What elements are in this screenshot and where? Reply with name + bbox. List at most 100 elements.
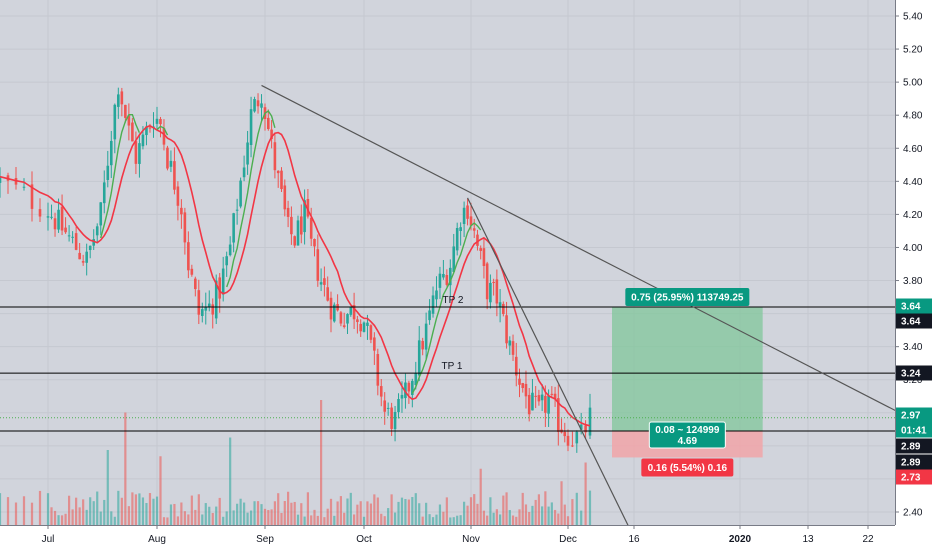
volume-bar bbox=[148, 493, 152, 525]
candle bbox=[64, 217, 67, 234]
volume-bar bbox=[218, 497, 221, 525]
candle bbox=[421, 337, 424, 356]
candle bbox=[296, 215, 300, 246]
volume-bar bbox=[521, 492, 524, 525]
volume-bar bbox=[343, 512, 346, 525]
candle-body bbox=[352, 304, 356, 320]
candle bbox=[253, 96, 256, 113]
candle bbox=[390, 402, 393, 436]
candle-body bbox=[333, 304, 336, 322]
candle-body bbox=[527, 394, 531, 415]
volume-bar bbox=[518, 509, 521, 525]
candle bbox=[290, 206, 293, 245]
trend-line[interactable] bbox=[467, 197, 631, 529]
volume-bar bbox=[277, 493, 280, 525]
volume-bar bbox=[222, 516, 225, 525]
candle-body bbox=[379, 386, 383, 397]
candle-body bbox=[232, 213, 235, 243]
candle-body bbox=[242, 167, 246, 178]
volume-bar bbox=[333, 515, 336, 525]
candle-body bbox=[74, 233, 78, 250]
candle bbox=[239, 177, 242, 209]
candle bbox=[414, 361, 418, 390]
volume-bar bbox=[303, 516, 306, 525]
candle bbox=[462, 201, 466, 238]
candle bbox=[346, 313, 349, 335]
candle-body bbox=[584, 425, 587, 433]
volume-bar bbox=[435, 514, 438, 525]
candle-body bbox=[508, 340, 512, 346]
candle-body bbox=[588, 407, 592, 436]
position-layer[interactable] bbox=[612, 306, 763, 458]
moving-average-slow-line bbox=[0, 124, 591, 427]
candle-body bbox=[162, 128, 166, 145]
candle bbox=[521, 382, 525, 393]
volume-bar bbox=[438, 504, 442, 525]
position-center-badge-top: 0.08 ~ 124999 bbox=[655, 425, 720, 436]
x-axis-tick-label: Jul bbox=[42, 534, 55, 545]
x-axis[interactable]: Jul Aug Sep Oct Nov Dec 16 2020 13 22 bbox=[0, 525, 932, 550]
candle bbox=[197, 279, 201, 325]
volume-bar bbox=[110, 511, 113, 525]
volume-bar bbox=[131, 492, 134, 525]
candle-body bbox=[482, 248, 486, 267]
volume-bar bbox=[547, 506, 550, 525]
volume-bar bbox=[208, 506, 211, 525]
volume-bar bbox=[197, 494, 200, 525]
price-tag: 2.89 bbox=[896, 454, 932, 470]
candle-body bbox=[498, 302, 502, 308]
candle-body bbox=[390, 407, 393, 429]
candle-body bbox=[373, 337, 376, 351]
candle-body bbox=[239, 180, 242, 207]
candle-body bbox=[197, 290, 201, 315]
candle-body bbox=[309, 217, 313, 239]
candle bbox=[373, 332, 376, 365]
candle-body bbox=[553, 393, 557, 400]
candle bbox=[124, 104, 127, 123]
candle bbox=[286, 200, 290, 228]
candle bbox=[431, 286, 435, 318]
candle-body bbox=[280, 170, 283, 190]
candle bbox=[575, 430, 579, 453]
candle-body bbox=[563, 431, 567, 437]
candle bbox=[479, 245, 482, 260]
volume-bar bbox=[78, 507, 81, 525]
drawing-lines-layer[interactable] bbox=[0, 84, 926, 529]
volume-bar bbox=[473, 494, 476, 525]
moving-average-fast-line bbox=[226, 110, 276, 288]
candle-body bbox=[113, 104, 117, 140]
candle-body bbox=[190, 268, 194, 275]
candle bbox=[225, 251, 228, 277]
volume-bar bbox=[162, 517, 166, 525]
candle bbox=[349, 306, 353, 317]
candle-body bbox=[0, 176, 2, 183]
candle bbox=[448, 259, 452, 297]
candle-body bbox=[313, 239, 316, 247]
price-tag: 01:41 bbox=[896, 422, 932, 438]
target-zone[interactable] bbox=[612, 306, 763, 431]
volume-bar bbox=[96, 491, 99, 525]
volume-bar bbox=[287, 491, 290, 525]
x-axis-tick-label: Aug bbox=[148, 534, 166, 545]
candle bbox=[127, 103, 131, 141]
candle bbox=[232, 212, 235, 253]
candle bbox=[67, 225, 71, 242]
candle-body bbox=[260, 103, 263, 108]
volume-bar bbox=[466, 505, 469, 525]
candle-body bbox=[85, 251, 88, 263]
volume-bar bbox=[387, 508, 390, 525]
trend-line[interactable] bbox=[261, 84, 926, 427]
volume-bar bbox=[263, 508, 267, 525]
candle-body bbox=[166, 147, 169, 169]
candle bbox=[53, 212, 57, 237]
candle-body bbox=[50, 216, 53, 218]
candle bbox=[534, 386, 537, 409]
candle bbox=[455, 222, 459, 256]
volume-bar bbox=[544, 491, 547, 525]
candle-body bbox=[346, 314, 349, 324]
candle-body bbox=[534, 395, 537, 397]
volume-bar bbox=[53, 510, 57, 525]
candle-body bbox=[369, 325, 373, 340]
position-badge: 0.16 (5.54%) 0.16 bbox=[641, 458, 734, 477]
